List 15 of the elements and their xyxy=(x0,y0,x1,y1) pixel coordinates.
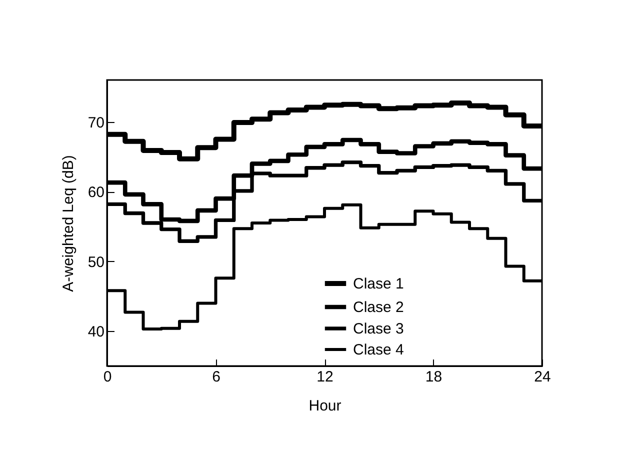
legend-label: Clase 1 xyxy=(353,276,404,292)
y-tick-label: 70 xyxy=(88,114,104,132)
x-tick-label: 24 xyxy=(534,368,551,386)
legend-label: Clase 4 xyxy=(353,342,404,358)
y-axis-title: A-weighted Leq (dB) xyxy=(60,155,77,292)
y-tick-label: 60 xyxy=(88,184,104,202)
y-tick-label: 50 xyxy=(88,254,104,271)
x-tick-label: 6 xyxy=(212,368,220,386)
x-axis-title: Hour xyxy=(308,398,342,414)
x-tick-label: 18 xyxy=(425,368,442,386)
legend-label: Clase 2 xyxy=(353,299,404,316)
y-tick-label: 40 xyxy=(88,324,104,341)
x-tick-label: 0 xyxy=(103,368,112,386)
x-tick-label: 12 xyxy=(316,368,334,386)
legend-label: Clase 3 xyxy=(353,320,404,338)
